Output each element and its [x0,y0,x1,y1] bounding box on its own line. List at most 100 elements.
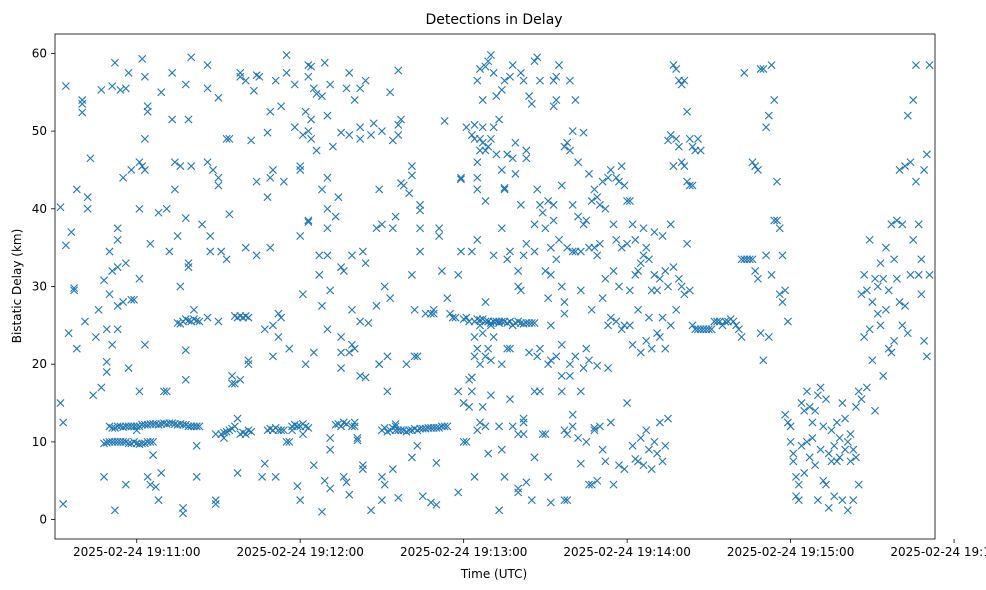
data-point [386,88,395,97]
data-point [320,58,329,67]
data-point [762,123,771,132]
data-point [492,150,501,159]
data-point [500,472,509,481]
data-point [557,282,566,291]
data-point [138,54,147,63]
data-point [565,360,574,369]
data-point [320,476,329,485]
data-point [279,177,288,186]
data-point [473,76,482,85]
data-point [187,53,196,62]
data-point [356,134,365,143]
data-point [595,200,604,209]
data-point [650,228,659,237]
data-point [655,418,664,427]
data-point [808,418,817,427]
y-tick-label: 60 [32,46,47,60]
data-point [557,340,566,349]
data-point [323,173,332,182]
data-point [380,423,389,432]
data-point [132,422,141,431]
data-point [170,185,179,194]
data-point [522,146,531,155]
data-point [285,437,294,446]
data-point [593,361,602,370]
data-point [78,108,87,117]
data-point [530,220,539,229]
data-point [745,255,754,264]
data-point [407,171,416,180]
data-point [233,414,242,423]
data-point [846,430,855,439]
data-point [781,410,790,419]
data-point [620,181,629,190]
data-point [644,313,653,322]
data-point [154,496,163,505]
data-point [102,325,111,334]
data-point [672,134,681,143]
data-point [358,247,367,256]
data-point [467,247,476,256]
data-point [454,488,463,497]
data-point [737,333,746,341]
data-point [56,203,65,212]
data-point [173,319,182,328]
data-point [465,402,474,411]
data-point [576,286,585,295]
data-point [195,422,204,431]
data-point [887,348,896,357]
data-point [456,175,465,184]
data-point [560,426,569,435]
data-point [356,123,365,132]
data-point [266,173,275,182]
data-point [538,208,547,217]
data-point [560,298,569,307]
chart-title: Detections in Delay [425,12,562,28]
data-point [323,111,332,120]
data-point [405,426,414,435]
data-point [361,76,370,85]
data-point [285,344,294,353]
data-point [642,336,651,345]
data-point [356,371,365,380]
data-point [282,50,291,59]
data-point [230,422,239,431]
data-point [157,468,166,477]
data-point [140,340,149,349]
data-point [456,173,465,182]
data-point [857,395,866,404]
data-point [604,321,613,330]
data-point [489,251,498,260]
data-point [440,422,449,431]
data-point [522,239,531,248]
data-point [121,480,130,489]
data-point [298,290,307,299]
data-point [274,309,283,318]
data-point [410,352,419,361]
data-point [860,270,869,279]
data-point [124,439,133,448]
data-point [203,313,212,322]
data-point [658,457,667,466]
data-point [146,480,155,489]
data-point [642,243,651,252]
data-point [263,193,272,202]
data-point [252,251,261,260]
data-point [168,419,177,428]
data-point [636,259,645,268]
data-point [756,64,765,73]
data-point [843,506,852,515]
data-point [794,496,803,505]
data-point [353,434,362,442]
data-point [307,115,316,124]
data-point [236,375,245,384]
data-point [917,255,926,264]
data-point [568,247,577,256]
data-point [642,426,651,435]
data-point [775,224,784,233]
data-point [192,472,201,481]
data-point [184,316,193,325]
data-point [61,241,70,250]
data-point [173,232,182,240]
